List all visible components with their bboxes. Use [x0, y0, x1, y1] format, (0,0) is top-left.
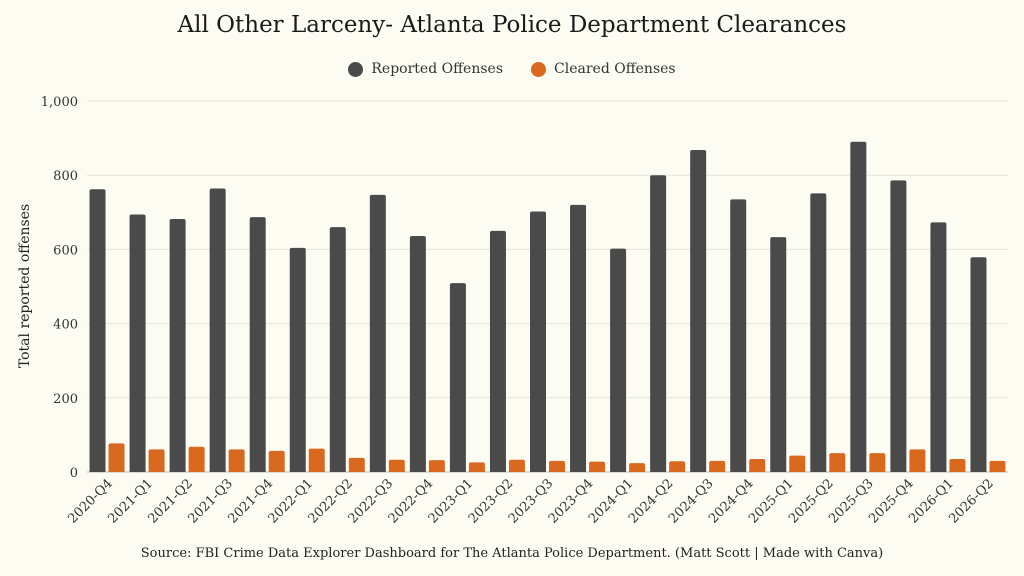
y-tick-label: 400 [53, 318, 78, 333]
bar-cleared-offenses [428, 460, 445, 472]
y-tick-label: 800 [53, 169, 78, 184]
bar-reported-offenses [249, 217, 266, 472]
bar-cleared-offenses [589, 461, 606, 472]
bar-cleared-offenses [669, 461, 686, 472]
bar-cleared-offenses [709, 460, 726, 472]
bar-reported-offenses [129, 214, 146, 472]
y-axis-title: Total reported offenses [17, 204, 33, 368]
bar-cleared-offenses [629, 463, 646, 472]
bar-cleared-offenses [388, 459, 405, 472]
x-axis-labels: 2020-Q42021-Q12021-Q22021-Q32021-Q42022-… [65, 476, 996, 526]
y-tick-label: 0 [70, 466, 78, 481]
bar-cleared-offenses [508, 459, 525, 472]
y-tick-label: 1,000 [41, 95, 78, 110]
legend-item-reported: Reported Offenses [348, 61, 503, 77]
y-tick-label: 600 [53, 243, 78, 258]
bar-reported-offenses [730, 199, 747, 472]
bar-cleared-offenses [468, 462, 485, 472]
bar-cleared-offenses [148, 449, 165, 472]
bar-reported-offenses [810, 193, 827, 472]
bar-reported-offenses [890, 180, 907, 473]
legend-swatch-cleared [531, 61, 547, 77]
bar-reported-offenses [610, 248, 627, 472]
bar-reported-offenses [169, 218, 186, 472]
bar-reported-offenses [570, 204, 587, 472]
y-axis-labels: 0 200 400 600 800 1,000 [41, 95, 78, 481]
bar-cleared-offenses [108, 443, 125, 472]
chart-title: All Other Larceny- Atlanta Police Depart… [177, 12, 847, 38]
bar-reported-offenses [770, 237, 787, 472]
bar-reported-offenses [850, 141, 867, 472]
bar-cleared-offenses [228, 449, 245, 472]
bar-cleared-offenses [268, 450, 285, 472]
bar-cleared-offenses [909, 449, 926, 472]
bar-cleared-offenses [348, 457, 365, 472]
bar-cleared-offenses [829, 453, 846, 472]
bar-reported-offenses [209, 188, 226, 472]
bar-cleared-offenses [989, 460, 1006, 472]
bar-cleared-offenses [949, 459, 966, 472]
bar-cleared-offenses [549, 460, 565, 472]
bar-reported-offenses [530, 211, 546, 473]
legend-item-cleared: Cleared Offenses [531, 61, 676, 77]
bar-reported-offenses [289, 247, 306, 472]
bars [89, 141, 1006, 473]
x-tick-label: 2026-Q2 [946, 476, 996, 526]
bar-reported-offenses [690, 149, 707, 473]
legend: Reported Offenses Cleared Offenses [0, 61, 1024, 77]
legend-swatch-reported [348, 61, 364, 77]
bar-reported-offenses [449, 283, 466, 472]
source-note: Source: FBI Crime Data Explorer Dashboar… [140, 546, 884, 561]
legend-label-cleared: Cleared Offenses [554, 61, 676, 77]
bar-cleared-offenses [188, 446, 205, 472]
bar-cleared-offenses [789, 455, 806, 472]
bar-reported-offenses [89, 189, 106, 472]
bar-cleared-offenses [869, 453, 886, 472]
bar-reported-offenses [369, 194, 386, 472]
legend-label-reported: Reported Offenses [371, 61, 504, 77]
bar-reported-offenses [489, 230, 506, 472]
bar-reported-offenses [930, 222, 947, 472]
bar-cleared-offenses [749, 459, 766, 472]
bar-cleared-offenses [308, 448, 325, 472]
bar-reported-offenses [970, 257, 987, 472]
bar-reported-offenses [650, 175, 667, 472]
y-tick-label: 200 [53, 392, 78, 407]
bar-reported-offenses [409, 236, 426, 472]
bar-reported-offenses [329, 227, 346, 472]
